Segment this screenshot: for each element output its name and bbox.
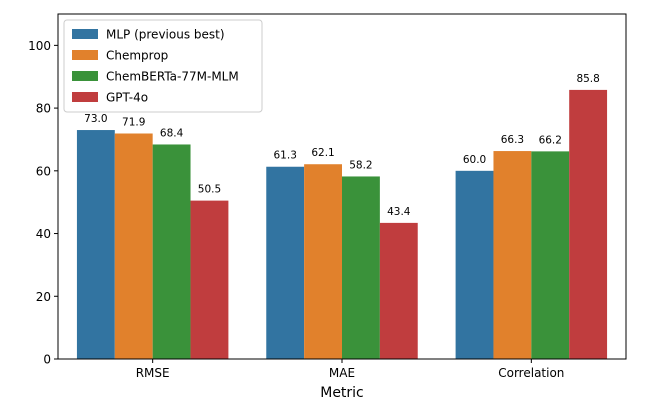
plot-frame xyxy=(57,13,627,360)
bar-mae-series-1 xyxy=(266,166,305,359)
data-label: 68.4 xyxy=(160,127,184,139)
y-tick-label: 80 xyxy=(36,102,51,116)
legend-swatch xyxy=(72,29,98,39)
y-tick-label: 20 xyxy=(36,290,51,304)
data-label: 73.0 xyxy=(84,113,107,125)
bar-mae-series-2 xyxy=(304,164,342,359)
x-axis-title: Metric xyxy=(320,385,364,401)
data-label: 58.2 xyxy=(349,159,372,171)
legend-label: Chemprop xyxy=(106,49,168,63)
legend-swatch xyxy=(72,71,98,81)
legend-box xyxy=(63,19,263,113)
y-tick-label: 100 xyxy=(28,39,51,53)
legend-label: ChemBERTa-77M-MLM xyxy=(106,70,239,84)
bar-rmse-series-2 xyxy=(114,133,153,359)
legend: MLP (previous best) Chemprop ChemBERTa-77M… xyxy=(63,19,263,113)
data-label: 85.8 xyxy=(576,73,599,85)
data-labels-layer: 73.0 61.3 60.0 71.9 62.1 66.3 68.4 58.2 66.2 50.5… xyxy=(84,73,600,218)
y-tick-label: 60 xyxy=(36,164,51,178)
bar-rmse-series-3 xyxy=(152,144,191,359)
bar-correlation-series-1 xyxy=(455,170,494,359)
x-tick-label: Correlation xyxy=(498,366,564,380)
data-label: 61.3 xyxy=(274,150,297,162)
legend-label: GPT-4o xyxy=(106,91,148,105)
bar-rmse-series-1 xyxy=(76,130,115,359)
legend-label: MLP (previous best) xyxy=(106,28,225,42)
legend-swatch xyxy=(72,92,98,102)
data-label: 50.5 xyxy=(198,184,221,196)
x-tick-label: RMSE xyxy=(136,366,170,380)
y-tick-label: 40 xyxy=(36,227,51,241)
data-label: 62.1 xyxy=(311,147,334,159)
data-label: 71.9 xyxy=(122,116,145,128)
bars-layer xyxy=(76,89,608,360)
y-axis: 0 20 40 60 80 100 xyxy=(28,39,58,367)
data-label: 66.3 xyxy=(501,134,524,146)
bar-correlation-series-3 xyxy=(531,151,570,359)
legend-swatch xyxy=(72,50,98,60)
x-axis: RMSE MAE Correlation xyxy=(136,359,564,380)
bar-mae-series-3 xyxy=(342,176,380,359)
bar-mae-series-4 xyxy=(379,222,418,359)
y-tick-label: 0 xyxy=(43,353,51,367)
bar-rmse-series-4 xyxy=(190,200,229,359)
data-label: 43.4 xyxy=(387,206,411,218)
bar-correlation-series-4 xyxy=(569,89,608,360)
data-label: 60.0 xyxy=(463,154,486,166)
bar-correlation-series-2 xyxy=(493,151,532,359)
data-label: 66.2 xyxy=(539,134,562,146)
x-tick-label: MAE xyxy=(329,366,355,380)
